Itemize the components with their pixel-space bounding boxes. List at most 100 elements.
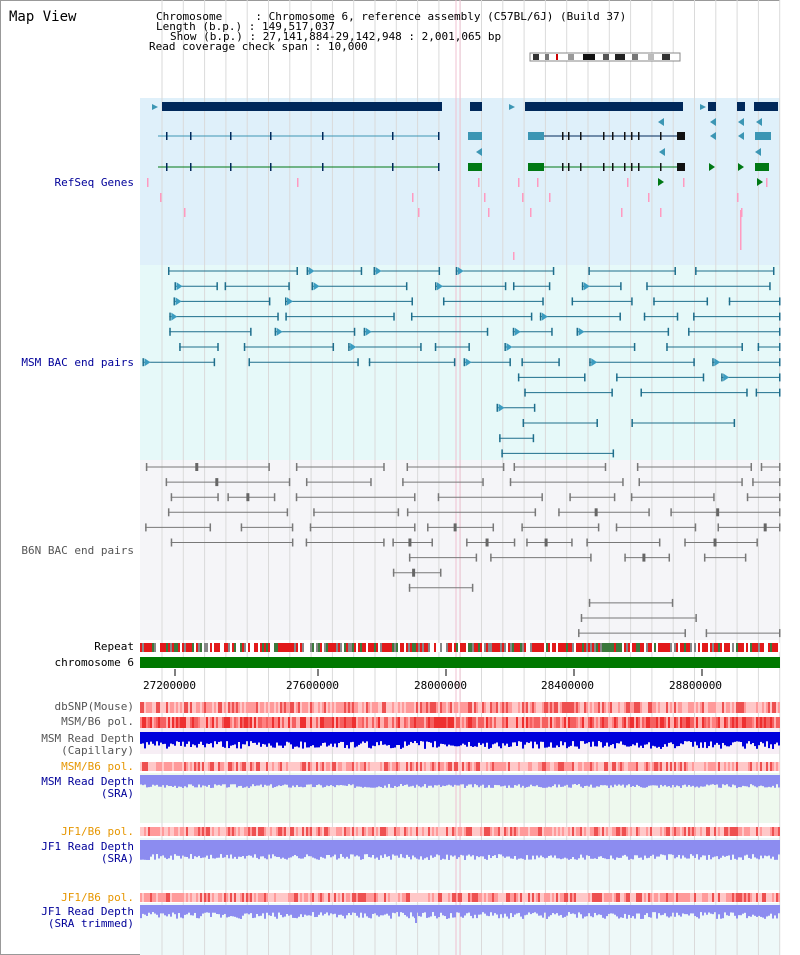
track-label-msm-depth-sra[interactable]: MSM Read Depth <box>41 775 134 788</box>
depth-bar <box>292 840 294 857</box>
depth-bar <box>496 732 498 743</box>
pol-heat <box>406 827 408 836</box>
depth-bar <box>670 775 672 788</box>
track-label-jf1-pol-1[interactable]: JF1/B6 pol. <box>61 825 134 838</box>
track-label-dbsnp[interactable]: dbSNP(Mouse) <box>54 700 134 713</box>
snp-heat <box>504 702 506 713</box>
depth-bar <box>154 905 156 914</box>
pol-heat <box>584 893 586 902</box>
depth-bar <box>228 905 230 917</box>
pol-heat <box>388 827 390 836</box>
bac-end <box>642 553 646 562</box>
track-label-msm-pol-2[interactable]: MSM/B6 pol. <box>61 760 134 773</box>
pol-heat <box>348 762 350 771</box>
track-label-jf1-trim-sub: (SRA trimmed) <box>47 917 134 930</box>
pol-heat <box>746 827 748 836</box>
depth-bar <box>258 775 260 786</box>
depth-bar <box>340 775 342 785</box>
repeat-mark <box>696 643 698 652</box>
depth-bar <box>214 775 216 785</box>
track-label-msm-bac[interactable]: MSM BAC end pairs <box>21 356 134 369</box>
repeat-mark <box>738 643 740 652</box>
track-label-msm-depth-cap[interactable]: MSM Read Depth <box>41 732 134 745</box>
axis-tick-label: 28800000 <box>669 679 722 692</box>
snp-heat <box>548 702 550 713</box>
depth-bar <box>620 732 622 742</box>
pol-heat <box>692 762 694 771</box>
pol-heat <box>420 893 422 902</box>
pol-heat <box>492 827 494 836</box>
pol-heat <box>286 762 288 771</box>
pol-heat <box>518 717 520 728</box>
depth-bar <box>160 840 162 857</box>
axis-tick-label: 27200000 <box>143 679 196 692</box>
repeat-mark <box>524 643 526 652</box>
track-label-refseq[interactable]: RefSeq Genes <box>54 176 134 189</box>
depth-bar <box>416 732 418 744</box>
snp-heat <box>220 702 222 713</box>
snp-heat <box>756 702 758 713</box>
pol-heat <box>724 893 726 902</box>
depth-bar <box>588 732 590 743</box>
pol-heat <box>508 762 510 771</box>
track-label-repeat[interactable]: Repeat <box>94 640 134 653</box>
pol-heat <box>162 762 164 771</box>
depth-bar <box>192 840 194 859</box>
depth-bar <box>256 732 258 745</box>
pol-heat <box>500 762 502 771</box>
pol-heat <box>564 717 566 728</box>
repeat-mark <box>264 643 266 652</box>
snp-heat <box>594 702 596 713</box>
depth-bar <box>472 840 474 856</box>
depth-bar <box>730 840 732 860</box>
repeat-mark <box>146 643 148 652</box>
depth-bar <box>460 775 462 785</box>
bac-end <box>170 493 173 502</box>
repeat-mark <box>640 643 642 652</box>
track-label-jf1-trim[interactable]: JF1 Read Depth <box>41 905 134 918</box>
pol-heat <box>432 762 434 771</box>
snp-heat <box>568 702 570 713</box>
track-label-chromosome[interactable]: chromosome 6 <box>54 656 134 669</box>
pol-heat <box>574 717 576 728</box>
pol-heat <box>166 717 168 728</box>
pol-heat <box>632 762 634 771</box>
track-label-msm-pol-1[interactable]: MSM/B6 pol. <box>61 715 134 728</box>
pol-heat <box>660 893 662 902</box>
depth-bar <box>778 732 780 746</box>
track-label-b6n-bac[interactable]: B6N BAC end pairs <box>21 544 134 557</box>
ideogram-band <box>583 54 595 60</box>
depth-bar <box>332 840 334 857</box>
snp-heat <box>542 702 544 713</box>
depth-bar <box>240 775 242 786</box>
pol-heat <box>720 762 722 771</box>
pol-heat <box>290 762 292 771</box>
depth-bar <box>280 840 282 859</box>
depth-bar <box>248 840 250 856</box>
bac-end <box>752 478 754 487</box>
depth-bar <box>250 840 252 856</box>
snp-heat <box>448 702 450 713</box>
pol-heat <box>426 762 428 771</box>
repeat-mark <box>256 643 258 652</box>
pol-heat <box>156 762 158 771</box>
bac-end <box>779 629 781 638</box>
snp-mark <box>660 208 662 217</box>
track-label-jf1-depth[interactable]: JF1 Read Depth <box>41 840 134 853</box>
pol-heat <box>586 827 588 836</box>
pol-heat <box>596 827 598 836</box>
depth-bar <box>276 732 278 743</box>
repeat-mark <box>316 643 318 652</box>
depth-bar <box>210 732 212 744</box>
repeat-mark <box>734 643 736 652</box>
pol-heat <box>700 827 702 836</box>
depth-bar <box>150 732 152 742</box>
snp-heat <box>726 702 728 713</box>
depth-bar <box>686 905 688 915</box>
pol-heat <box>772 893 774 902</box>
depth-bar <box>738 840 740 858</box>
snp-heat <box>746 702 748 713</box>
track-label-jf1-pol-2[interactable]: JF1/B6 pol. <box>61 891 134 904</box>
depth-bar <box>212 732 214 748</box>
